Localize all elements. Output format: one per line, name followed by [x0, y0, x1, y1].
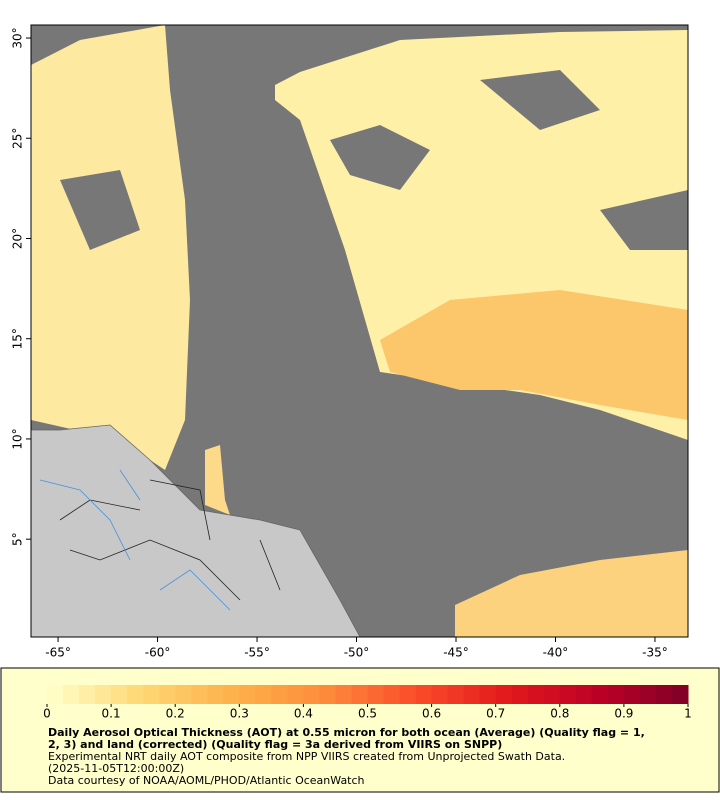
- colorbar-step: [479, 685, 497, 704]
- colorbar-step: [415, 685, 433, 704]
- colorbar-step: [223, 685, 240, 704]
- colorbar-step: [191, 685, 208, 704]
- y-tick-label: 30°: [11, 27, 25, 48]
- axes: -65° -60° -55° -50° -45° -40° -35° 5° 10° 15° 20° 2…: [11, 27, 668, 659]
- colorbar-step: [143, 685, 160, 704]
- colorbar-step: [575, 685, 593, 704]
- caption-line: Experimental NRT daily AOT composite fro…: [48, 750, 565, 763]
- colorbar-step: [175, 685, 192, 704]
- colorbar-tick-label: 0.1: [102, 707, 121, 721]
- colorbar-tick-label: 0.8: [550, 707, 569, 721]
- aot-region: [205, 445, 230, 515]
- colorbar-step: [319, 685, 336, 704]
- x-tick-label: -55°: [244, 646, 270, 660]
- colorbar-step: [383, 685, 401, 704]
- colorbar-step: [159, 685, 176, 704]
- colorbar-step: [623, 685, 641, 704]
- colorbar-tick-label: 0.7: [486, 707, 505, 721]
- colorbar-step: [447, 685, 465, 704]
- aot-region: [31, 25, 190, 470]
- colorbar: 0 0.1 0.2 0.3 0.4 0.5 0.6 0.7 0.8 0.9 1: [43, 685, 692, 721]
- map-frame: [30, 24, 689, 638]
- colorbar-step: [671, 685, 689, 704]
- colorbar-step: [527, 685, 545, 704]
- colorbar-step: [303, 685, 320, 704]
- no-data-patch: [330, 125, 430, 190]
- colorbar-step: [287, 685, 304, 704]
- colorbar-tick-label: 0.6: [422, 707, 441, 721]
- colorbar-tick-label: 0.4: [294, 707, 313, 721]
- no-data-patch: [600, 190, 688, 250]
- caption-title: Daily Aerosol Optical Thickness (AOT) at…: [48, 726, 645, 739]
- colorbar-step: [255, 685, 272, 704]
- colorbar-step: [431, 685, 449, 704]
- colorbar-step: [351, 685, 368, 704]
- colorbar-step: [511, 685, 529, 704]
- colorbar-step: [591, 685, 609, 704]
- aot-region: [455, 550, 688, 637]
- y-tick-label: 10°: [11, 428, 25, 449]
- y-tick-label: 25°: [11, 128, 25, 149]
- colorbar-tick-label: 0: [43, 707, 51, 721]
- colorbar-step: [271, 685, 288, 704]
- colorbar-step: [495, 685, 513, 704]
- caption-line: Data courtesy of NOAA/AOML/PHOD/Atlantic…: [48, 774, 365, 787]
- caption: Daily Aerosol Optical Thickness (AOT) at…: [48, 726, 645, 787]
- caption-line: (2025-11-05T12:00:00Z): [48, 762, 184, 775]
- colorbar-step: [367, 685, 385, 704]
- colorbar-step: [543, 685, 561, 704]
- x-tick-label: -60°: [145, 646, 171, 660]
- colorbar-step: [399, 685, 417, 704]
- map-image: [30, 24, 689, 638]
- colorbar-step: [463, 685, 481, 704]
- x-tick-label: -50°: [344, 646, 370, 660]
- colorbar-step: [127, 685, 144, 704]
- x-tick-label: -45°: [443, 646, 469, 660]
- no-data-patch: [480, 70, 600, 130]
- x-tick-label: -65°: [45, 646, 71, 660]
- colorbar-step: [79, 685, 96, 704]
- colorbar-step: [335, 685, 352, 704]
- colorbar-tick-label: 1: [684, 707, 692, 721]
- colorbar-step: [63, 685, 80, 704]
- colorbar-step: [239, 685, 256, 704]
- colorbar-step: [655, 685, 673, 704]
- colorbar-step: [639, 685, 657, 704]
- y-tick-label: 20°: [11, 228, 25, 249]
- colorbar-step: [111, 685, 128, 704]
- colorbar-step: [95, 685, 112, 704]
- y-tick-label: 5°: [11, 532, 25, 546]
- colorbar-tick-label: 0.9: [614, 707, 633, 721]
- rivers: [39, 469, 231, 611]
- colorbar-step: [607, 685, 625, 704]
- caption-title: 2, 3) and land (corrected) (Quality flag…: [48, 738, 502, 751]
- colorbar-step: [207, 685, 224, 704]
- no-data-patch: [60, 170, 140, 250]
- x-tick-label: -35°: [642, 646, 668, 660]
- colorbar-tick-label: 0.3: [230, 707, 249, 721]
- colorbar-tick-label: 0.2: [166, 707, 185, 721]
- x-tick-label: -40°: [543, 646, 569, 660]
- aot-region: [380, 290, 688, 420]
- colorbar-step: [47, 685, 64, 704]
- colorbar-tick-label: 0.5: [358, 707, 377, 721]
- y-tick-label: 15°: [11, 328, 25, 349]
- colorbar-step: [559, 685, 577, 704]
